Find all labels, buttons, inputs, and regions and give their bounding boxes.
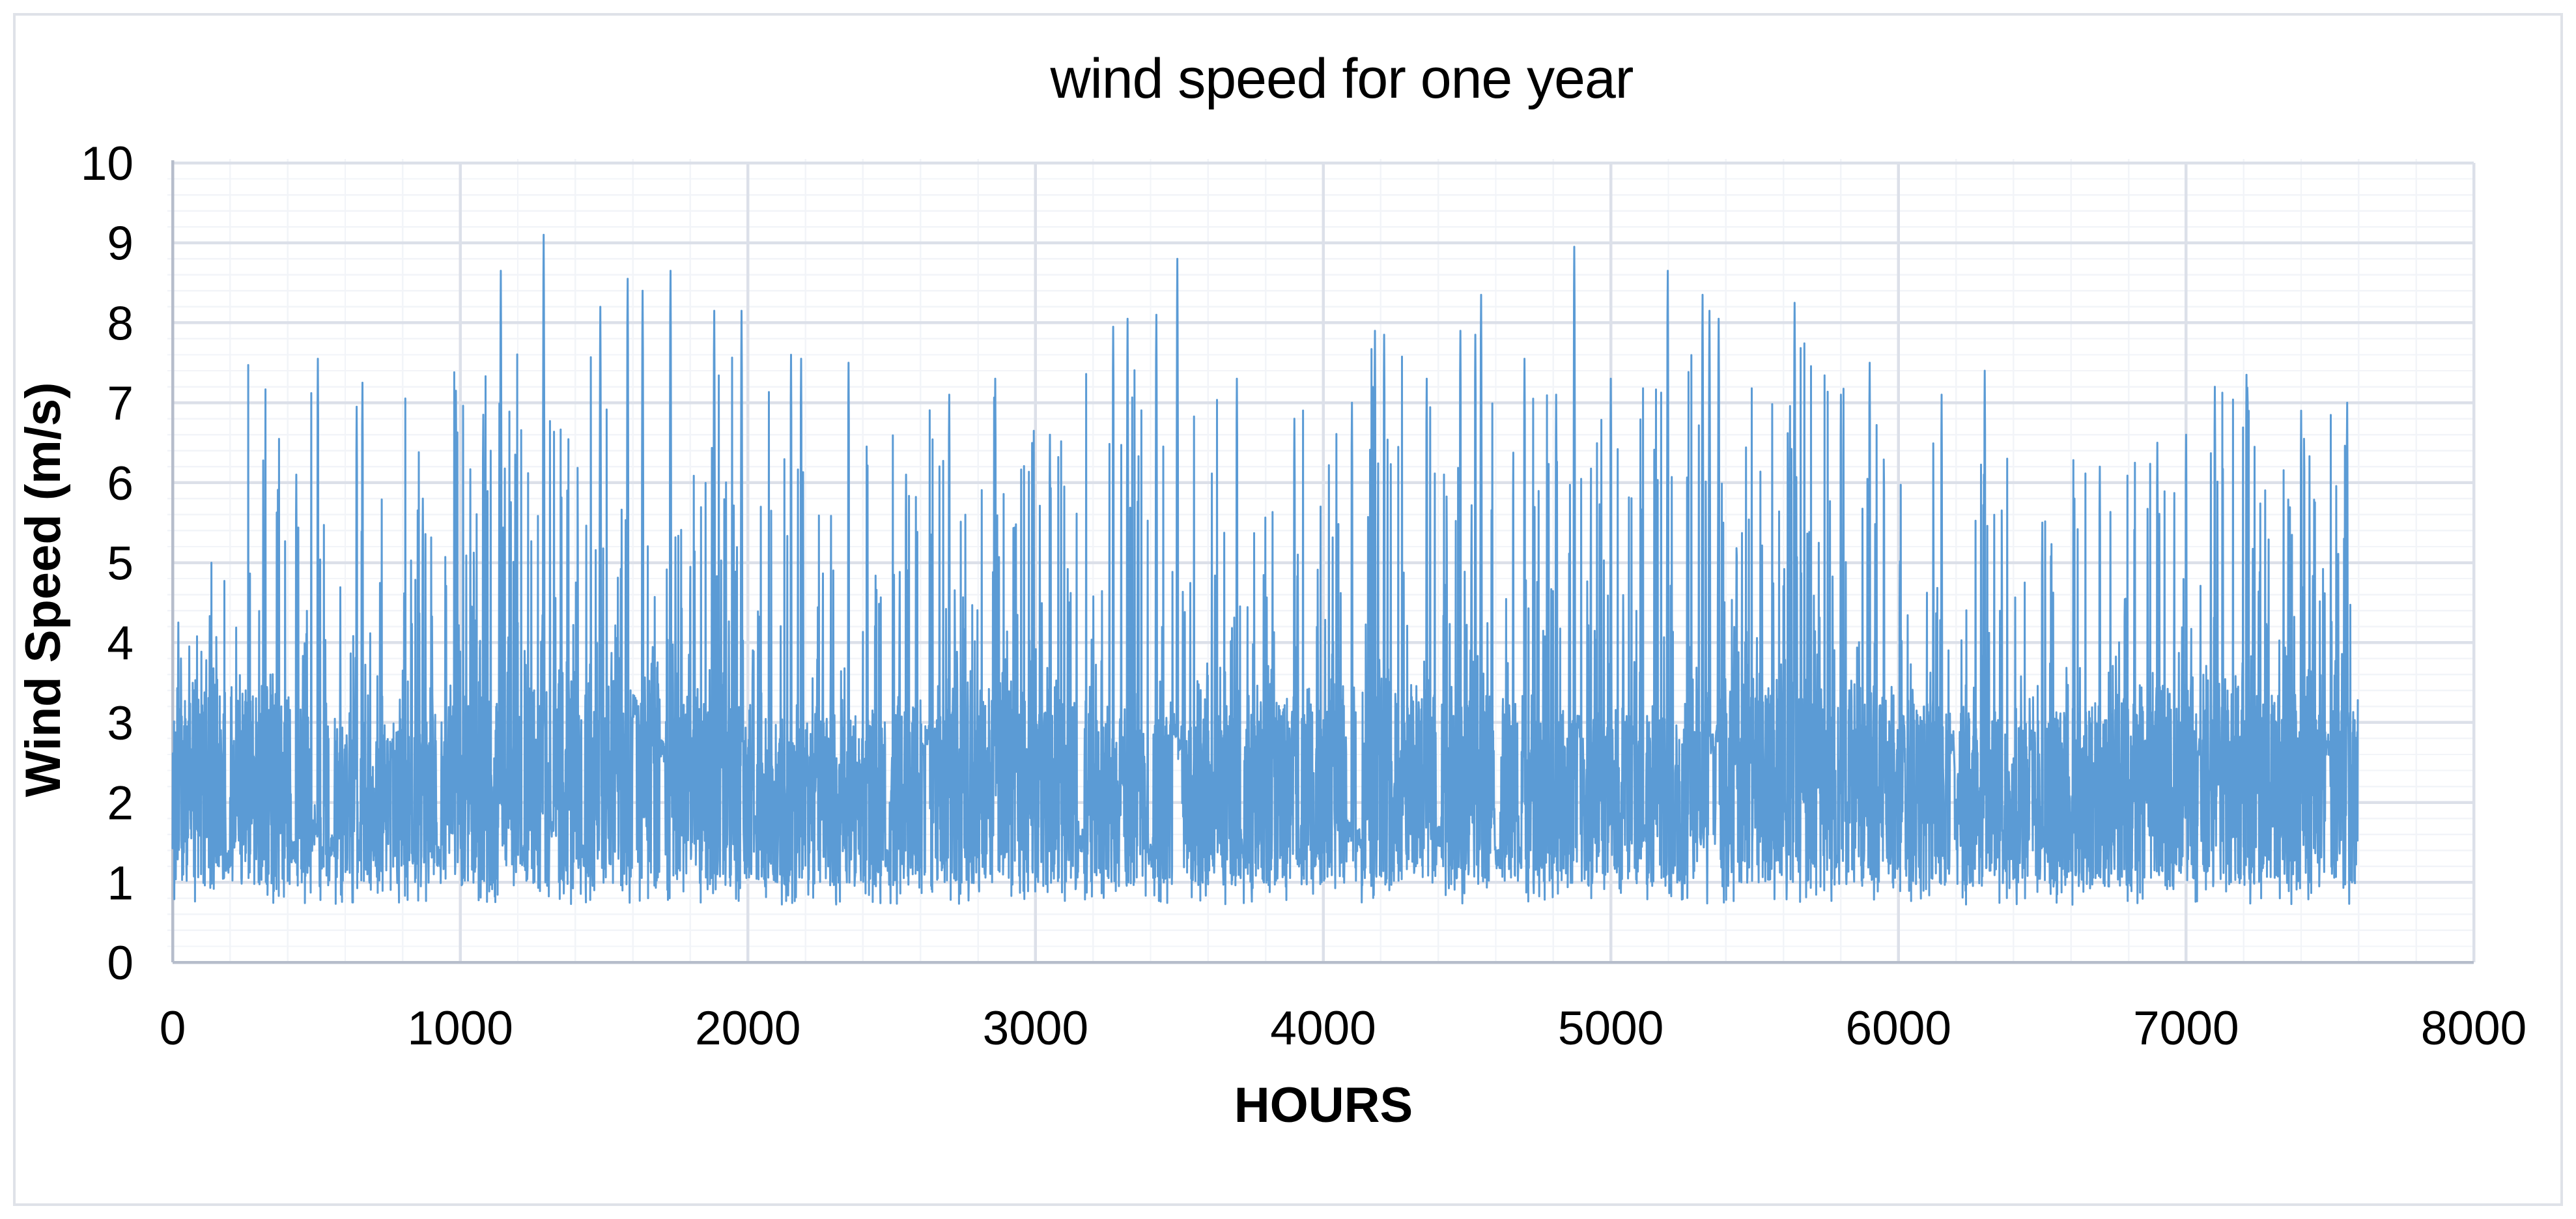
x-tick-label[interactable]: 0 [160, 1002, 186, 1055]
x-tick-label[interactable]: 4000 [1270, 1002, 1376, 1055]
y-axis-tick-labels[interactable]: 0 1 2 3 4 5 6 7 8 9 10 [81, 137, 134, 990]
x-tick-label[interactable]: 3000 [983, 1002, 1088, 1055]
y-tick-label[interactable]: 5 [107, 538, 134, 590]
y-tick-label[interactable]: 2 [107, 777, 134, 830]
y-tick-label[interactable]: 0 [107, 937, 134, 990]
x-tick-label[interactable]: 5000 [1558, 1002, 1663, 1055]
y-tick-label[interactable]: 3 [107, 697, 134, 750]
y-tick-label[interactable]: 7 [107, 377, 134, 430]
x-tick-label[interactable]: 8000 [2421, 1002, 2526, 1055]
y-tick-label[interactable]: 10 [81, 137, 134, 190]
x-tick-label[interactable]: 6000 [1846, 1002, 1951, 1055]
wind-speed-series[interactable] [171, 233, 2359, 906]
chart-title[interactable]: wind speed for one year [1050, 48, 1634, 110]
y-tick-label[interactable]: 1 [107, 857, 134, 910]
y-tick-label[interactable]: 8 [107, 297, 134, 350]
x-tick-label[interactable]: 7000 [2133, 1002, 2239, 1055]
x-axis-tick-labels[interactable]: 0 1000 2000 3000 4000 5000 6000 7000 8000 [160, 1002, 2527, 1055]
x-axis-title[interactable]: HOURS [1234, 1078, 1413, 1133]
x-tick-label[interactable]: 1000 [407, 1002, 513, 1055]
y-axis-title[interactable]: Wind Speed (m/s) [16, 382, 71, 797]
y-tick-label[interactable]: 6 [107, 457, 134, 510]
chart-frame[interactable] [13, 13, 2563, 1206]
y-tick-label[interactable]: 9 [107, 218, 134, 270]
x-tick-label[interactable]: 2000 [695, 1002, 800, 1055]
y-tick-label[interactable]: 4 [107, 617, 134, 670]
